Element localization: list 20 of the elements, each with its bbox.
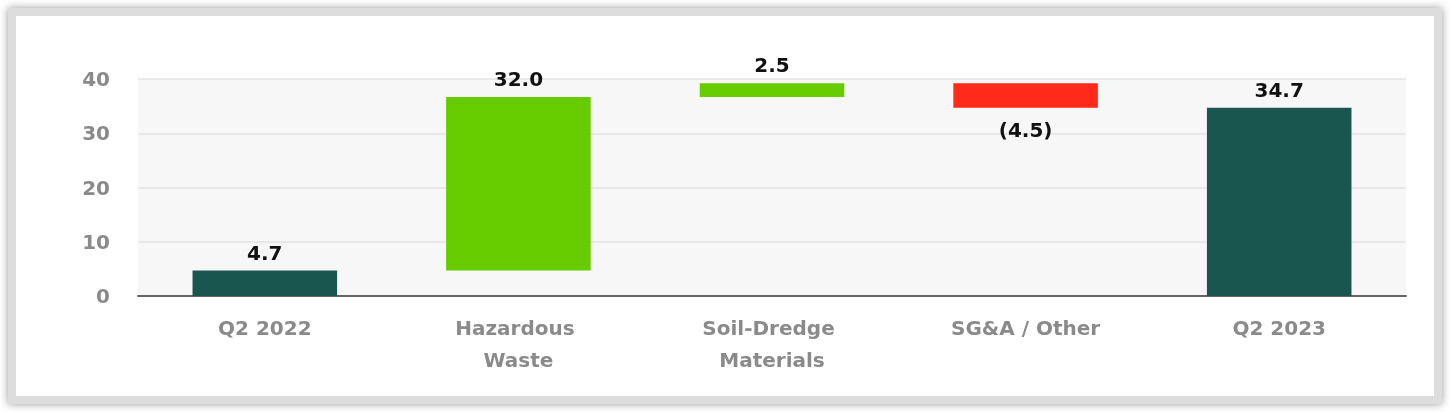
x-tick-label: Q2 2023 xyxy=(1232,316,1326,340)
bar xyxy=(953,83,1098,108)
data-label: 4.7 xyxy=(247,240,283,265)
data-label: 34.7 xyxy=(1254,77,1304,102)
x-tick-label: SG&A / Other xyxy=(951,316,1101,340)
data-label: 2.5 xyxy=(754,53,790,78)
data-label: (4.5) xyxy=(998,117,1053,142)
data-label: 32.0 xyxy=(493,66,544,91)
y-tick-label: 10 xyxy=(82,229,110,254)
bar xyxy=(446,96,591,271)
x-tick-label: Q2 2022 xyxy=(218,316,312,340)
y-tick-label: 0 xyxy=(96,284,110,308)
bar xyxy=(699,83,845,97)
y-tick-label: 20 xyxy=(82,175,110,200)
x-tick-label: Soil-Dredge Materials xyxy=(702,316,842,372)
x-tick-label: Hazardous Waste xyxy=(455,316,582,372)
y-tick-label: 30 xyxy=(82,121,110,146)
bar xyxy=(1206,107,1352,296)
y-tick-label: 40 xyxy=(82,67,110,91)
bar xyxy=(192,270,338,296)
